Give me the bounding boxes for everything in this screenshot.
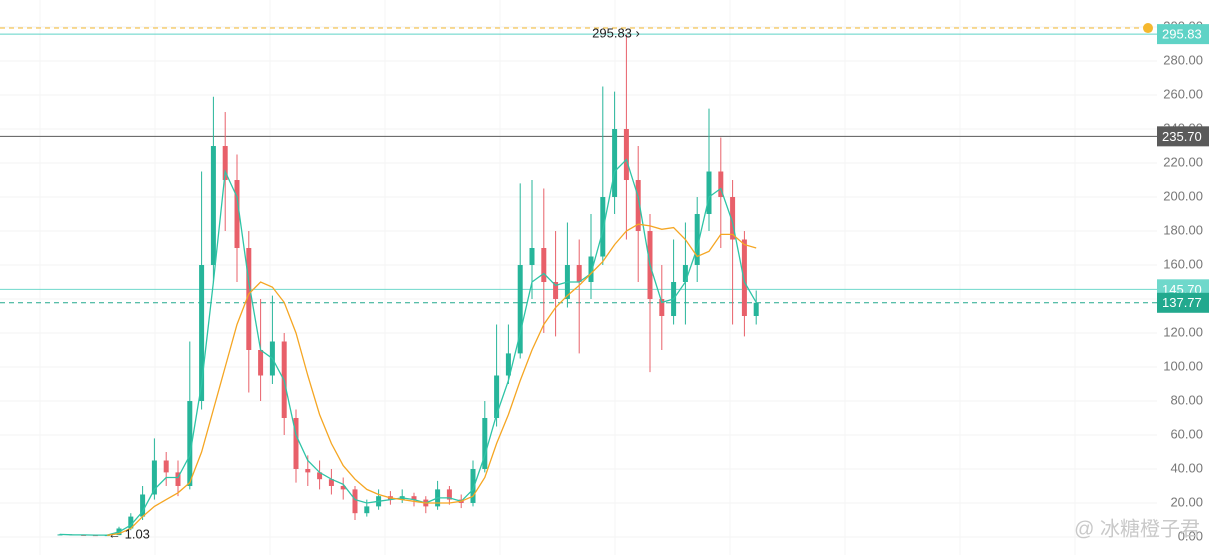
candle-body (163, 460, 169, 473)
candle-body (576, 265, 582, 283)
candle-body (730, 197, 736, 240)
candle-body (517, 265, 523, 354)
candle-body (293, 417, 299, 469)
candle-body (612, 129, 618, 198)
candle-body (553, 282, 559, 300)
y-tick-label: 180.00 (1163, 222, 1203, 237)
price-label-box (1157, 126, 1209, 147)
candle-body (682, 265, 688, 283)
candle-body (635, 180, 641, 232)
y-tick-label: 120.00 (1163, 324, 1203, 339)
price-label-box (1157, 292, 1209, 313)
candle-body (199, 265, 205, 401)
candle-body (470, 468, 476, 503)
low-annotation: ← 1.03 (108, 526, 150, 541)
y-tick-label: 60.00 (1170, 426, 1203, 441)
candle-body (529, 248, 535, 266)
y-tick-label: 80.00 (1170, 392, 1203, 407)
y-tick-label: 280.00 (1163, 52, 1203, 67)
candle-body (210, 146, 216, 266)
candle-body (741, 239, 747, 317)
candle-body (258, 349, 264, 376)
candle-body (494, 375, 500, 418)
candle-body (187, 400, 193, 486)
candle-body (328, 479, 334, 486)
candle-body (659, 299, 665, 317)
candle-body (588, 256, 594, 283)
y-tick-label: 160.00 (1163, 256, 1203, 271)
candle-body (623, 129, 629, 181)
candle-body (541, 248, 547, 283)
candle-body (140, 494, 146, 517)
moving-average-line (107, 223, 757, 536)
price-label: 295.83 (1162, 27, 1202, 42)
candle-body (340, 485, 346, 490)
price-alert-dot (1143, 23, 1153, 34)
watermark: @ 冰糖橙子君 (1074, 517, 1200, 540)
candle-body (246, 248, 252, 350)
candle-body (753, 302, 759, 317)
candle-body (352, 489, 358, 514)
y-tick-label: 40.00 (1170, 460, 1203, 475)
y-tick-label: 200.00 (1163, 188, 1203, 203)
candle-body (305, 468, 311, 473)
price-label: 137.77 (1162, 295, 1202, 310)
candle-body (151, 460, 157, 495)
candle-body (600, 197, 606, 257)
candle-body (505, 353, 511, 376)
candle-body (364, 506, 370, 514)
moving-average-line (59, 158, 757, 536)
candle-body (694, 214, 700, 266)
y-tick-label: 260.00 (1163, 86, 1203, 101)
price-label-box (1157, 24, 1209, 45)
candle-body (482, 417, 488, 469)
high-annotation: 295.83 › (592, 25, 640, 40)
candle-body (234, 180, 240, 249)
y-tick-label: 220.00 (1163, 154, 1203, 169)
candle-body (317, 472, 323, 480)
candle-body (411, 496, 417, 500)
y-tick-label: 100.00 (1163, 358, 1203, 373)
price-label: 235.70 (1162, 129, 1202, 144)
candle-body (222, 146, 228, 181)
candle-body (128, 516, 134, 529)
y-tick-label: 20.00 (1170, 494, 1203, 509)
y-tick-label: 0.00 (1178, 528, 1203, 543)
candle-body (446, 489, 452, 500)
candle-body (175, 472, 181, 486)
candle-body (718, 171, 724, 198)
candle-body (706, 171, 712, 215)
